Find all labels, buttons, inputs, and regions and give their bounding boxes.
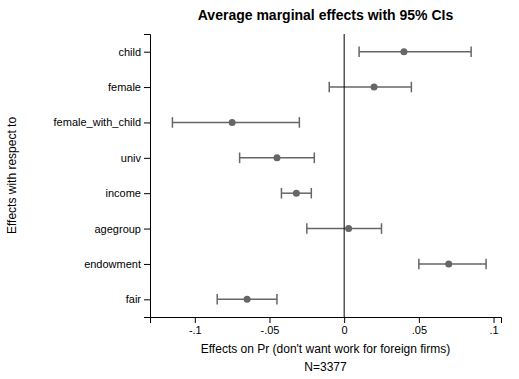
ci-cap-lower xyxy=(281,188,283,199)
y-tick: income xyxy=(106,187,150,199)
ci-cap-lower xyxy=(328,82,330,93)
y-tick-mark xyxy=(144,299,150,300)
x-axis-line xyxy=(151,318,502,324)
x-tick-label: -.1 xyxy=(189,324,202,336)
plot: -.1 -.05 0 .05 .1 child female female_with_chil… xyxy=(54,34,502,336)
y-tick-mark xyxy=(144,52,150,53)
point-estimate xyxy=(371,84,378,91)
y-tick-label: endowment xyxy=(84,258,141,270)
ci-cap-lower xyxy=(418,259,420,270)
y-tick-label: child xyxy=(118,46,141,58)
y-tick: female xyxy=(108,81,150,93)
point-estimate xyxy=(293,190,300,197)
title: Average marginal effects with 95% CIs xyxy=(198,7,454,23)
y-tick: univ xyxy=(121,152,150,164)
point-estimate xyxy=(400,48,407,55)
x-tick-mark xyxy=(344,317,345,323)
ci-cap-upper xyxy=(411,82,413,93)
x-tick-label: 0 xyxy=(342,324,348,336)
y-tick: agegroup xyxy=(95,223,151,235)
x-tick-label: .1 xyxy=(489,324,498,336)
y-tick-label: agegroup xyxy=(95,223,142,235)
y-tick-mark xyxy=(144,158,150,159)
ci-cap-upper xyxy=(276,294,278,305)
note: N=3377 xyxy=(304,360,347,374)
x-axis: -.1 -.05 0 .05 .1 xyxy=(151,317,502,336)
ci-cap-lower xyxy=(358,46,360,57)
ci-cap-upper xyxy=(299,117,301,128)
ci-cap-lower xyxy=(172,117,174,128)
point-estimate xyxy=(445,260,452,267)
x-tick: .05 xyxy=(412,317,427,336)
y-axis-line xyxy=(144,35,151,318)
chart: -.1 -.05 0 .05 .1 child female female_with_chil… xyxy=(0,0,519,379)
y-tick-label: univ xyxy=(121,152,142,164)
ci-cap-lower xyxy=(216,294,218,305)
y-tick-mark xyxy=(144,87,150,88)
ci-line xyxy=(172,122,299,124)
x-tick: -.1 xyxy=(189,317,202,336)
y-tick: child xyxy=(118,46,150,58)
y-axis-title: Effects with respect to xyxy=(5,117,19,234)
point-estimate xyxy=(229,119,236,126)
x-tick: .1 xyxy=(489,317,498,336)
ci-cap-lower xyxy=(306,223,308,234)
x-axis-title: Effects on Pr (don't want work for forei… xyxy=(201,342,451,356)
y-tick-label: fair xyxy=(126,293,142,305)
ci-cap-upper xyxy=(311,188,313,199)
y-tick-label: female xyxy=(108,81,141,93)
x-tick-mark xyxy=(494,317,495,323)
ci-line xyxy=(359,51,471,53)
x-tick-label: .05 xyxy=(412,324,427,336)
point-estimate xyxy=(244,296,251,303)
ci-cap-upper xyxy=(470,46,472,57)
ci-cap-upper xyxy=(381,223,383,234)
y-axis: child female female_with_childuniv income ag… xyxy=(54,35,151,318)
x-tick: 0 xyxy=(342,317,348,336)
ci-line xyxy=(329,86,411,88)
marks xyxy=(172,34,486,317)
ci-cap-lower xyxy=(239,153,241,164)
ci-cap-upper xyxy=(314,153,316,164)
x-tick-mark xyxy=(195,317,196,323)
y-tick: fair xyxy=(126,293,150,305)
y-tick-label: female_with_child xyxy=(54,116,141,128)
y-tick-mark xyxy=(144,264,150,265)
point-estimate xyxy=(345,225,352,232)
x-tick: -.05 xyxy=(261,317,280,336)
y-tick-mark xyxy=(144,229,150,230)
x-tick-mark xyxy=(269,317,270,323)
y-tick-mark xyxy=(144,122,150,123)
x-tick-mark xyxy=(419,317,420,323)
y-tick-mark xyxy=(144,193,150,194)
x-tick-label: -.05 xyxy=(261,324,280,336)
y-tick: female_with_child xyxy=(54,116,150,128)
y-tick: endowment xyxy=(84,258,150,270)
point-estimate xyxy=(273,154,280,161)
y-tick-label: income xyxy=(106,187,141,199)
ci-cap-upper xyxy=(485,259,487,270)
ci-line xyxy=(419,263,486,265)
reference-line xyxy=(344,34,345,317)
